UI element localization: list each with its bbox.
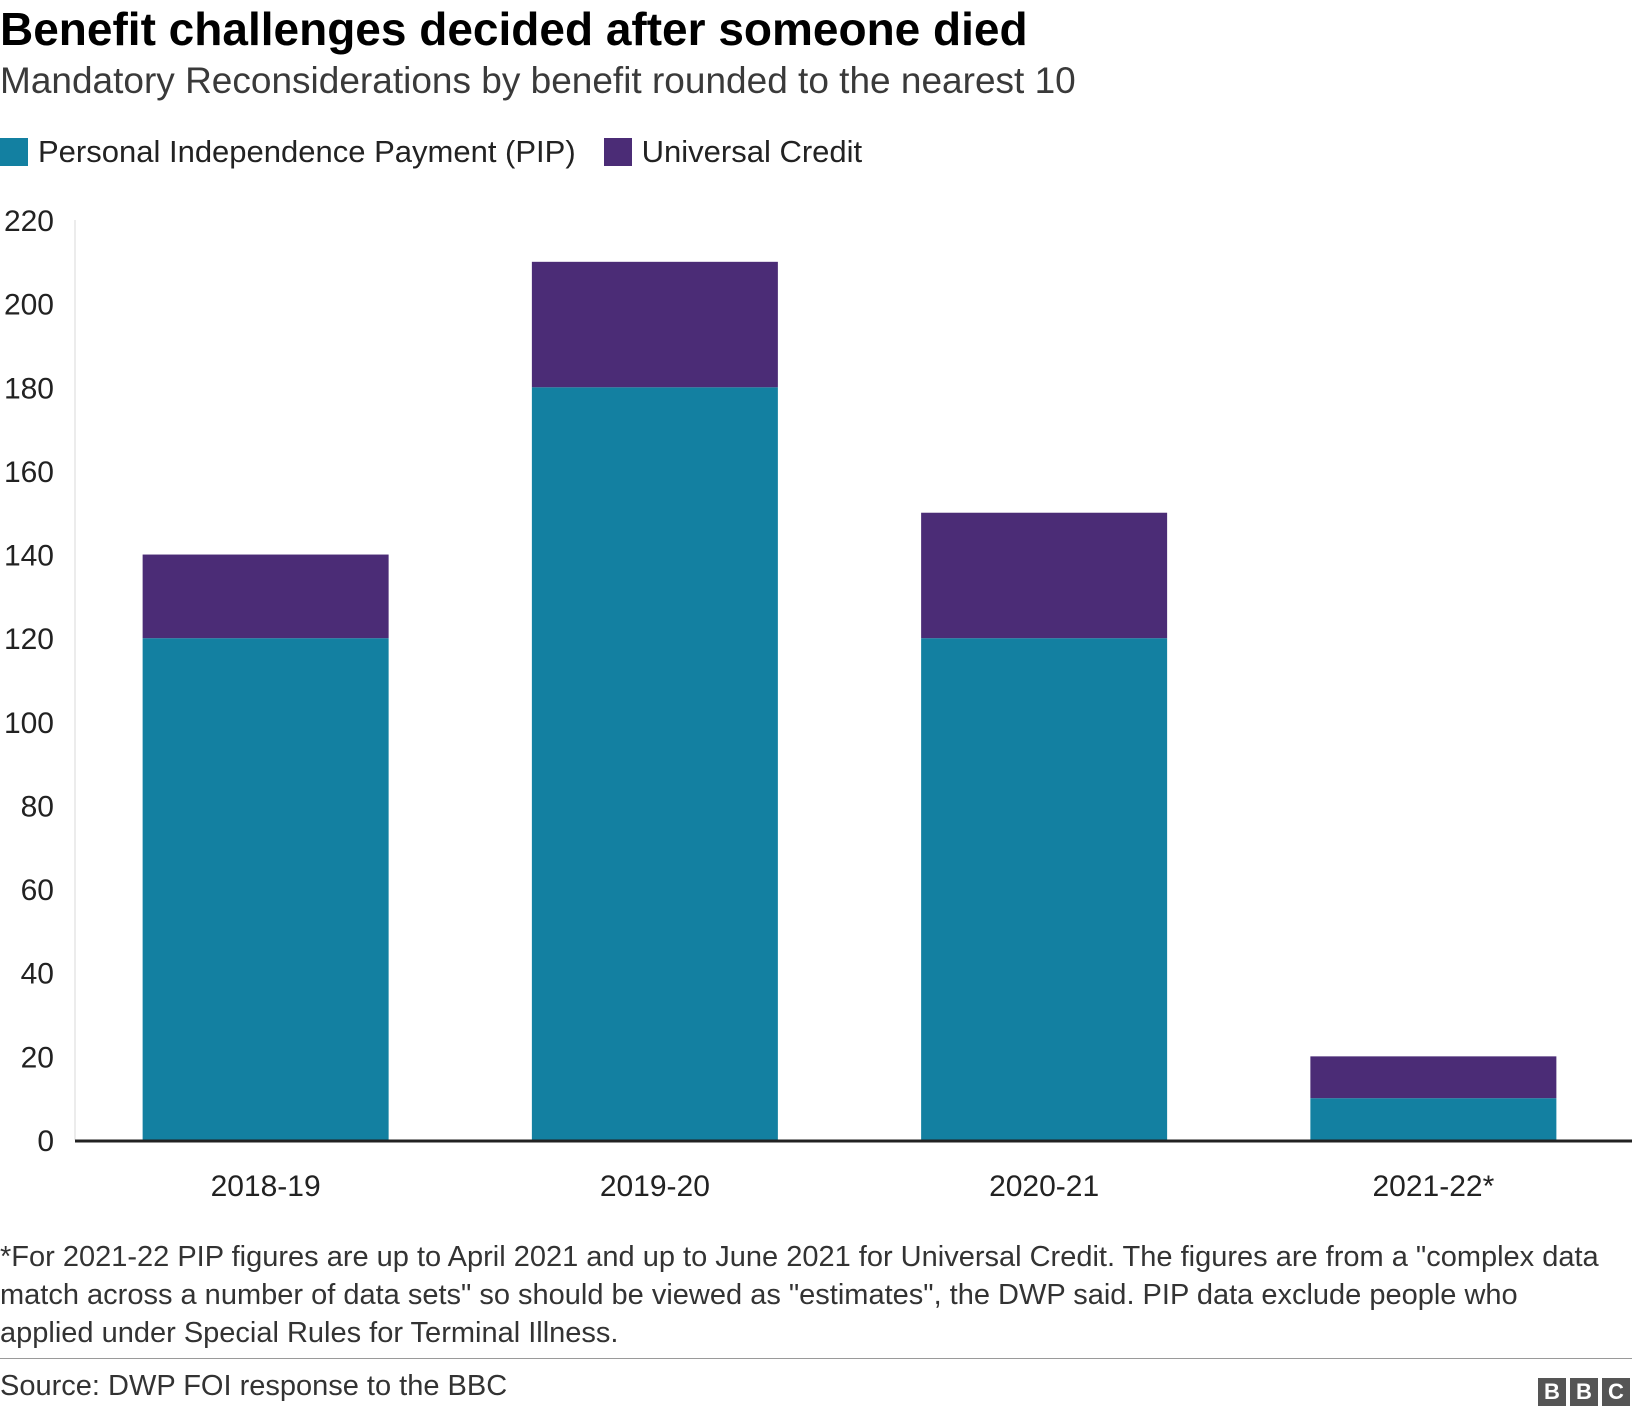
chart-subtitle: Mandatory Reconsiderations by benefit ro… xyxy=(0,60,1076,101)
y-tick-label: 140 xyxy=(4,540,54,573)
y-tick-label: 40 xyxy=(21,958,54,991)
y-tick-label: 80 xyxy=(21,790,54,823)
x-tick-label: 2018-19 xyxy=(211,1170,321,1200)
bbc-logo-block: C xyxy=(1602,1378,1630,1406)
source-note: Source: DWP FOI response to the BBC xyxy=(0,1370,508,1402)
x-tick-label: 2020-21 xyxy=(989,1170,1099,1200)
legend-item-pip: Personal Independence Payment (PIP) xyxy=(0,134,576,170)
bar-universal-credit xyxy=(921,512,1168,639)
stacked-bar-chart: 0 20 40 60 80 100 120 140 160 180 200 220 2018-19 201… xyxy=(4,205,1632,1200)
y-tick-label: 100 xyxy=(4,707,54,740)
y-tick-label: 20 xyxy=(21,1041,54,1074)
bar-universal-credit xyxy=(142,554,389,639)
bar-pip xyxy=(142,638,389,1140)
y-tick-label: 120 xyxy=(4,623,54,656)
bbc-logo-block: B xyxy=(1570,1378,1598,1406)
y-tick-label: 160 xyxy=(4,456,54,489)
x-tick-label: 2021-22* xyxy=(1372,1170,1494,1200)
bar-pip xyxy=(1310,1098,1557,1140)
x-tick-label: 2019-20 xyxy=(600,1170,710,1200)
bar-pip xyxy=(921,638,1168,1140)
y-tick-label: 180 xyxy=(4,372,54,405)
y-tick-label: 0 xyxy=(37,1125,54,1158)
legend-swatch-pip xyxy=(0,138,28,166)
bar-universal-credit xyxy=(531,261,778,388)
legend-item-universal-credit: Universal Credit xyxy=(603,134,863,170)
y-tick-label: 200 xyxy=(4,289,54,322)
legend-label-pip: Personal Independence Payment (PIP) xyxy=(38,134,576,169)
bbc-logo-block: B xyxy=(1538,1378,1566,1406)
bbc-logo: B B C xyxy=(1534,1378,1630,1406)
footer-divider xyxy=(0,1358,1632,1359)
legend-swatch-universal-credit xyxy=(603,138,632,166)
footnote: *For 2021-22 PIP figures are up to April… xyxy=(0,1241,1599,1349)
legend: Personal Independence Payment (PIP) Univ… xyxy=(0,134,890,170)
y-tick-label: 220 xyxy=(4,205,54,238)
bar-universal-credit xyxy=(1310,1056,1557,1099)
bar-pip xyxy=(531,387,778,1140)
y-tick-label: 60 xyxy=(21,874,54,907)
legend-label-universal-credit: Universal Credit xyxy=(641,134,863,169)
chart-title: Benefit challenges decided after someone… xyxy=(0,3,1028,55)
